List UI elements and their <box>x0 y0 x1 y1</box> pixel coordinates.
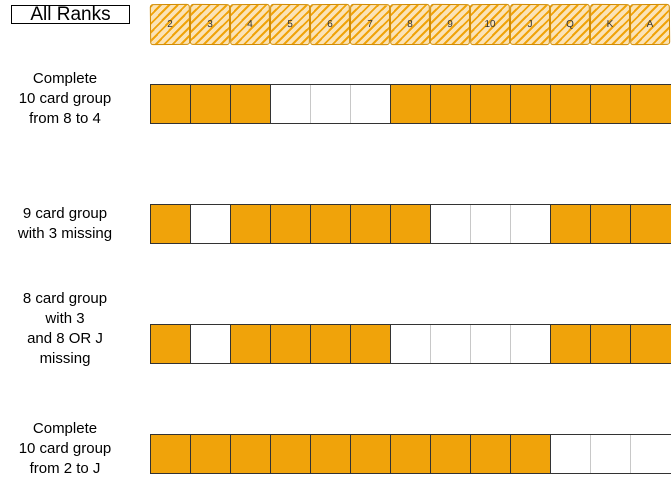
card-cell-j-missing <box>511 205 551 243</box>
card-cell-k-present <box>591 85 631 123</box>
card-cell-5-present <box>271 435 311 473</box>
rank-cell-k: K <box>589 3 631 46</box>
card-cell-5-present <box>271 205 311 243</box>
card-cell-q-present <box>551 205 591 243</box>
card-cell-2-present <box>151 85 191 123</box>
card-cell-k-present <box>591 325 631 363</box>
card-cell-3-missing <box>191 325 231 363</box>
card-cell-9-missing <box>431 325 471 363</box>
card-cell-a-present <box>631 205 671 243</box>
card-cell-j-missing <box>511 325 551 363</box>
card-cell-10-present <box>471 85 511 123</box>
card-cell-10-present <box>471 435 511 473</box>
rank-cell-3: 3 <box>189 3 231 46</box>
rank-cell-10: 10 <box>469 3 511 46</box>
card-cell-7-present <box>351 325 391 363</box>
card-cell-7-missing <box>351 85 391 123</box>
card-cell-9-present <box>431 435 471 473</box>
card-cell-8-missing <box>391 325 431 363</box>
card-cell-3-missing <box>191 205 231 243</box>
card-cell-2-present <box>151 205 191 243</box>
card-row-3 <box>150 324 671 364</box>
card-cell-10-missing <box>471 205 511 243</box>
card-cell-a-present <box>631 85 671 123</box>
title-box: All Ranks <box>11 5 130 24</box>
card-cell-4-present <box>231 325 271 363</box>
card-cell-4-present <box>231 85 271 123</box>
rank-cell-4: 4 <box>229 3 271 46</box>
rank-cell-j: J <box>509 3 551 46</box>
card-cell-8-present <box>391 85 431 123</box>
row-label-1: Complete 10 card group from 8 to 4 <box>18 70 112 127</box>
rank-cell-6: 6 <box>309 3 351 46</box>
card-cell-k-present <box>591 205 631 243</box>
rank-cell-8: 8 <box>389 3 431 46</box>
card-cell-a-present <box>631 325 671 363</box>
card-cell-3-present <box>191 85 231 123</box>
card-cell-6-present <box>311 435 351 473</box>
card-cell-3-present <box>191 435 231 473</box>
card-cell-9-missing <box>431 205 471 243</box>
rank-cell-7: 7 <box>349 3 391 46</box>
card-row-1 <box>150 84 671 124</box>
row-label-2: 9 card group with 3 missing <box>17 205 113 242</box>
rank-header-row: 2 3 4 5 6 7 8 9 10 J Q K A <box>149 3 671 46</box>
card-row-4 <box>150 434 671 474</box>
card-row-2 <box>150 204 671 244</box>
rank-cell-5: 5 <box>269 3 311 46</box>
card-cell-6-present <box>311 325 351 363</box>
card-cell-4-present <box>231 205 271 243</box>
card-cell-j-present <box>511 435 551 473</box>
row-label-3: 8 card group with 3 and 8 OR J missing <box>22 290 108 367</box>
card-cell-10-missing <box>471 325 511 363</box>
card-cell-2-present <box>151 325 191 363</box>
rank-cell-q: Q <box>549 3 591 46</box>
card-cell-5-missing <box>271 85 311 123</box>
card-cell-q-present <box>551 85 591 123</box>
card-cell-k-missing <box>591 435 631 473</box>
card-cell-8-present <box>391 435 431 473</box>
rank-cell-9: 9 <box>429 3 471 46</box>
card-cell-j-present <box>511 85 551 123</box>
card-cell-7-present <box>351 435 391 473</box>
rank-cell-a: A <box>629 3 671 46</box>
card-cell-5-present <box>271 325 311 363</box>
card-cell-a-missing <box>631 435 671 473</box>
card-cell-6-present <box>311 205 351 243</box>
card-cell-q-missing <box>551 435 591 473</box>
card-cell-6-missing <box>311 85 351 123</box>
card-cell-2-present <box>151 435 191 473</box>
card-cell-9-present <box>431 85 471 123</box>
rank-cell-2: 2 <box>149 3 191 46</box>
card-cell-8-present <box>391 205 431 243</box>
card-cell-4-present <box>231 435 271 473</box>
row-label-4: Complete 10 card group from 2 to J <box>18 420 112 477</box>
card-cell-7-present <box>351 205 391 243</box>
card-cell-q-present <box>551 325 591 363</box>
